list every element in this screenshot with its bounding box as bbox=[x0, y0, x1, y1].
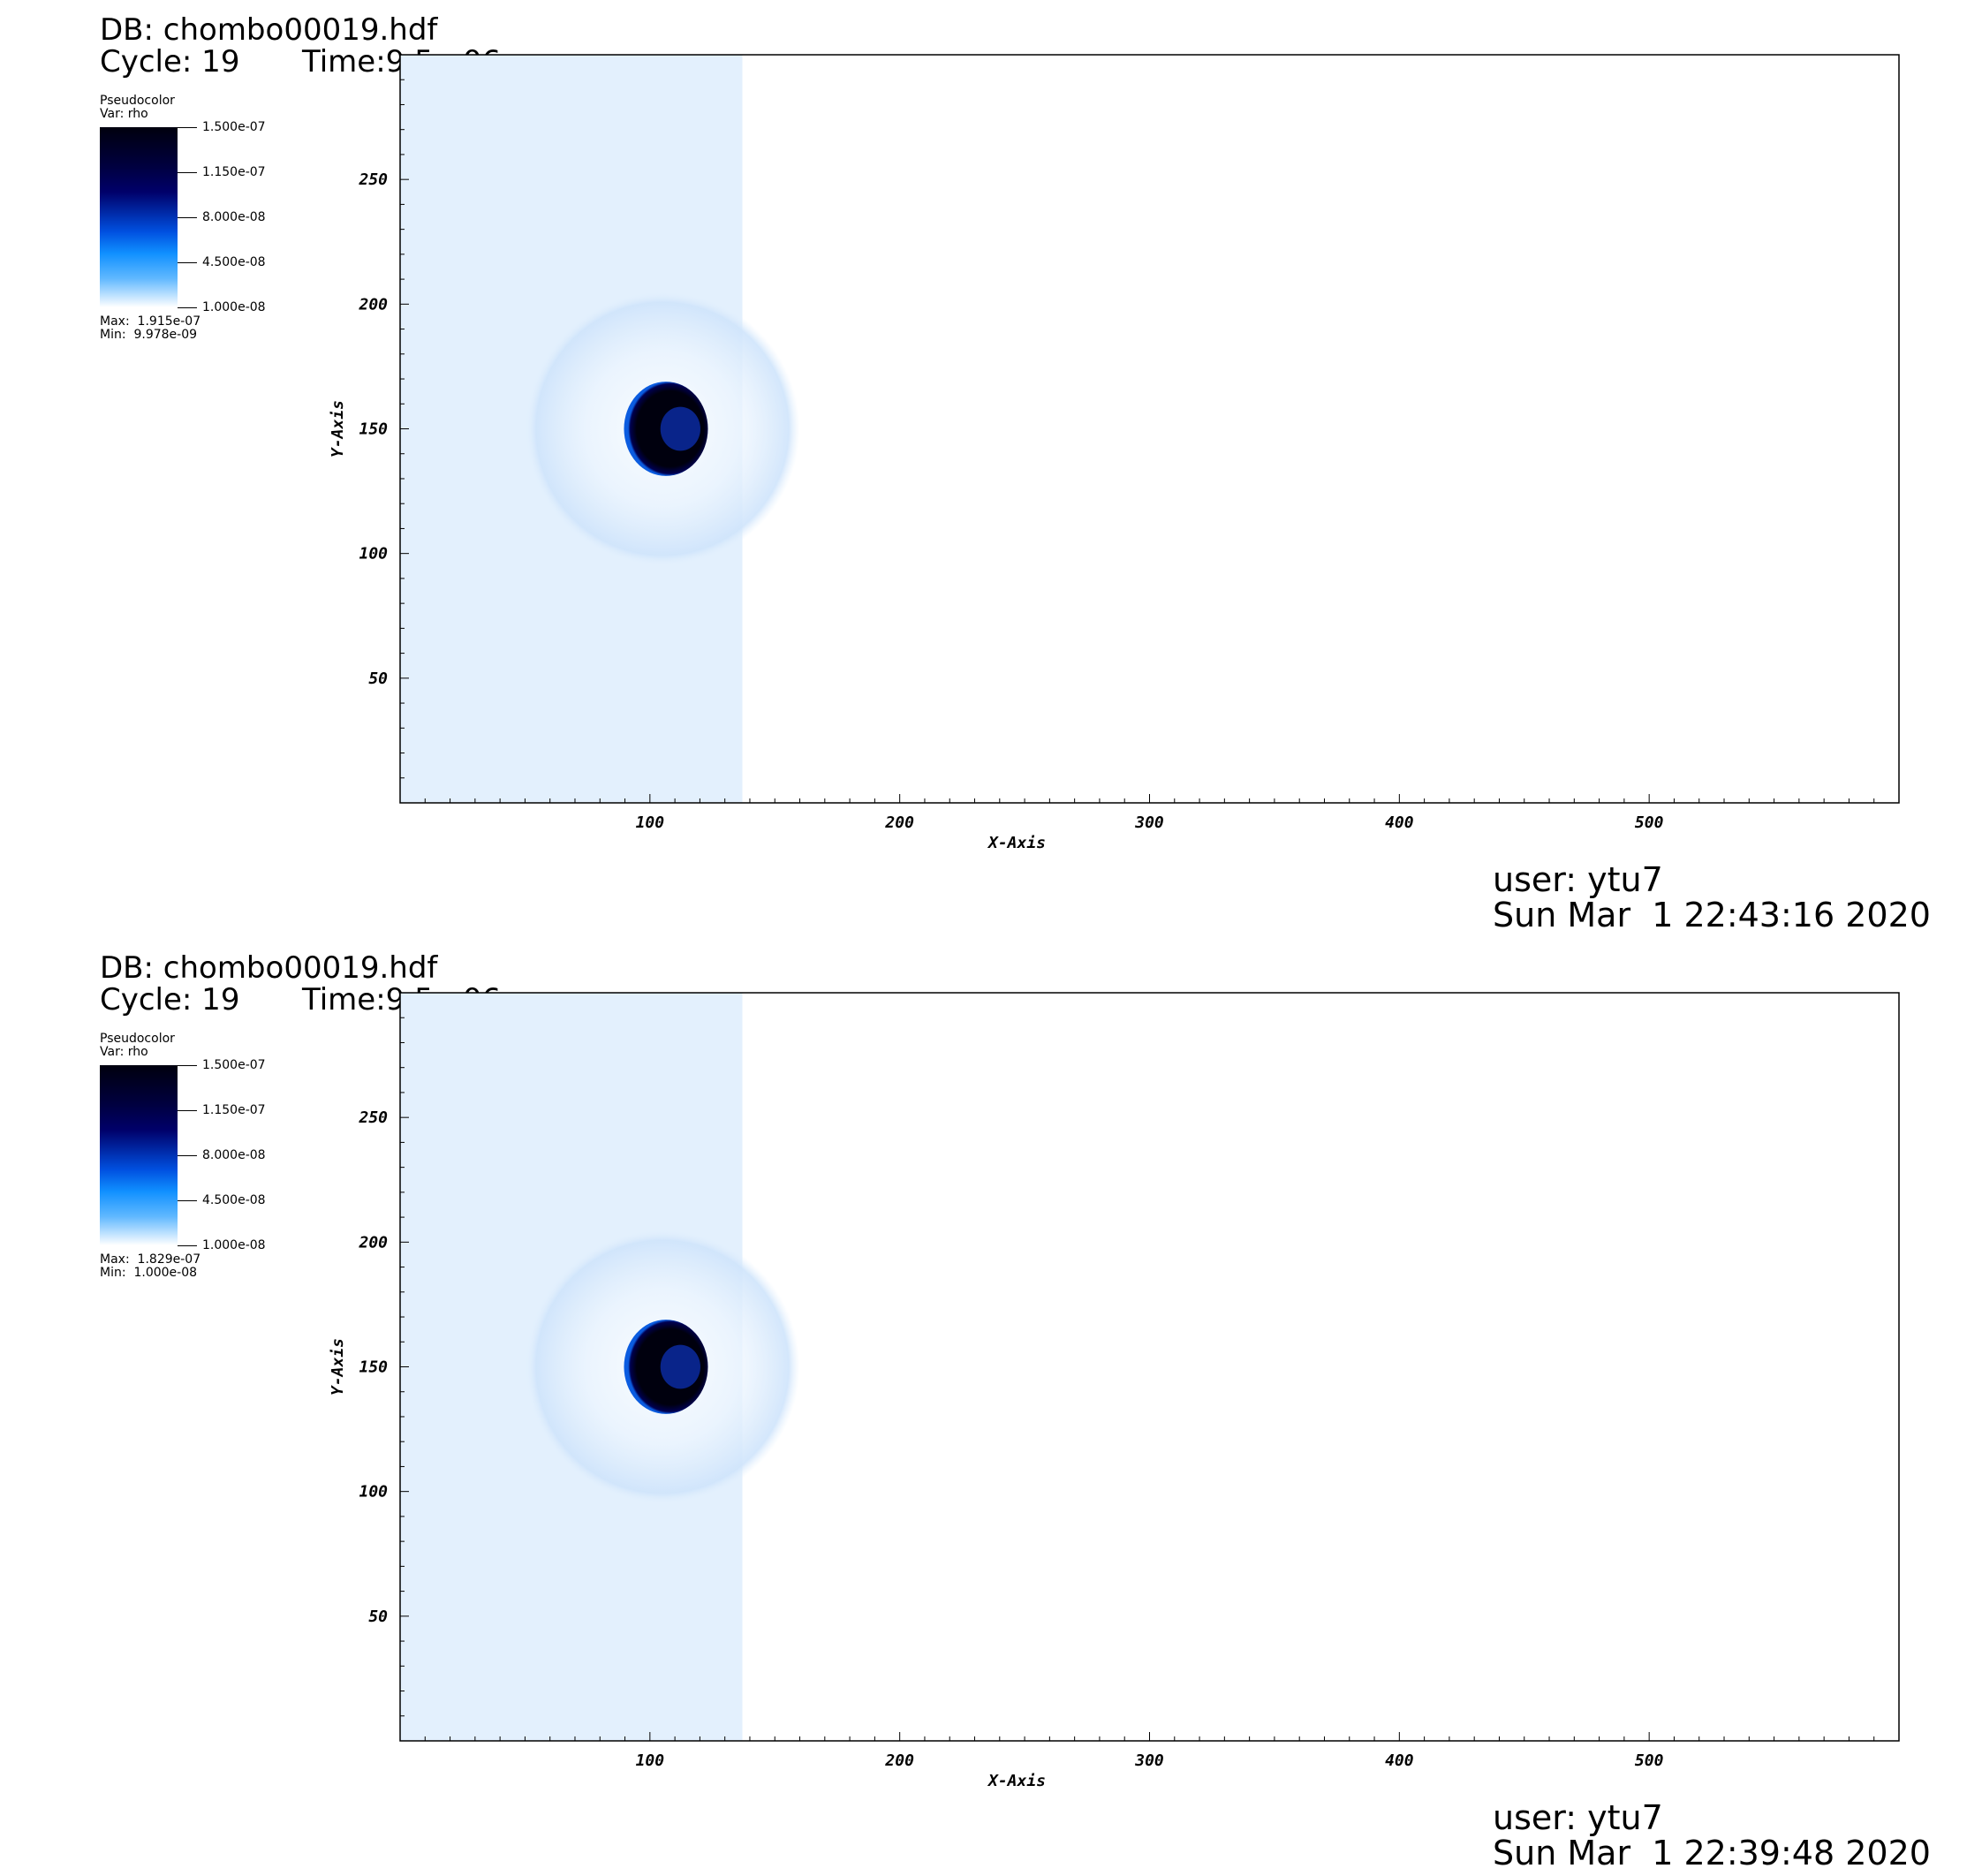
y-tick-label: 150 bbox=[359, 1358, 388, 1377]
color-legend-bar bbox=[100, 127, 178, 307]
core-inner-region bbox=[660, 406, 700, 451]
x-tick-label: 500 bbox=[1635, 813, 1664, 832]
plot-field bbox=[400, 55, 800, 803]
color-legend-bar bbox=[100, 1065, 178, 1245]
db-label: DB: chombo00019.hdf bbox=[100, 12, 438, 48]
x-tick-label: 200 bbox=[884, 1751, 914, 1770]
legend-tick-label: 1.500e-07 bbox=[202, 120, 266, 134]
legend-tick-label: 4.500e-08 bbox=[202, 1193, 266, 1207]
pseudocolor-plot-2: 100 200 300 400 500 50 100 150 200 250 X-Axis Y-Axi… bbox=[329, 992, 1900, 1790]
x-tick-label: 400 bbox=[1385, 1751, 1414, 1770]
y-tick-label: 250 bbox=[358, 1108, 388, 1127]
x-tick-label: 400 bbox=[1385, 813, 1414, 832]
legend-tick bbox=[178, 1200, 197, 1201]
y-tick-label: 50 bbox=[368, 669, 388, 688]
y-tick-label: 200 bbox=[358, 295, 388, 314]
x-tick-label: 100 bbox=[636, 813, 665, 832]
plot-panel-2: DB: chombo00019.hdf Cycle: 19 Time:9.5e-… bbox=[0, 938, 1982, 1876]
y-tick-label: 50 bbox=[368, 1607, 388, 1626]
y-tick-label: 100 bbox=[359, 545, 388, 564]
legend-max: Max: 1.915e-07 bbox=[100, 314, 201, 329]
legend-tick bbox=[178, 172, 197, 173]
legend-min: Min: 9.978e-09 bbox=[100, 328, 198, 342]
x-tick-label: 500 bbox=[1635, 1751, 1664, 1770]
legend-plot-type: Pseudocolor bbox=[100, 1032, 175, 1046]
x-axis-label: X-Axis bbox=[987, 1772, 1046, 1790]
x-tick-label: 100 bbox=[636, 1751, 665, 1770]
legend-tick-label: 8.000e-08 bbox=[202, 1148, 266, 1162]
date-label: Sun Mar 1 22:39:48 2020 bbox=[1493, 1834, 1931, 1872]
legend-tick bbox=[178, 1245, 197, 1246]
plot-panel-1: DB: chombo00019.hdf Cycle: 19 Time:9.5e-… bbox=[100, 12, 1931, 934]
x-tick-label: 300 bbox=[1134, 813, 1164, 832]
date-label: Sun Mar 1 22:43:16 2020 bbox=[1493, 896, 1931, 934]
cycle-label: Cycle: 19 bbox=[100, 44, 240, 79]
legend-tick-label: 1.150e-07 bbox=[202, 165, 266, 179]
x-tick-label: 300 bbox=[1134, 1751, 1164, 1770]
y-tick-label: 200 bbox=[358, 1233, 388, 1252]
core-inner-region bbox=[660, 1344, 700, 1389]
y-axis-label: Y-Axis bbox=[329, 400, 347, 458]
pseudocolor-plot-1: 100 200 300 400 500 50 100 150 200 250 X-Axis Y-Axi… bbox=[329, 54, 1900, 852]
legend-tick bbox=[178, 307, 197, 308]
legend-plot-type: Pseudocolor bbox=[100, 94, 175, 108]
legend-tick bbox=[178, 1110, 197, 1111]
legend-tick bbox=[178, 1155, 197, 1156]
user-label: user: ytu7 bbox=[1493, 860, 1663, 899]
cycle-label: Cycle: 19 bbox=[100, 982, 240, 1017]
legend-tick bbox=[178, 262, 197, 263]
legend-tick bbox=[178, 217, 197, 218]
y-axis-label: Y-Axis bbox=[329, 1338, 347, 1396]
user-label: user: ytu7 bbox=[1493, 1798, 1663, 1837]
legend-tick-label: 8.000e-08 bbox=[202, 210, 266, 224]
legend-tick bbox=[178, 1065, 197, 1066]
legend-var: Var: rho bbox=[100, 107, 148, 121]
x-axis-label: X-Axis bbox=[987, 834, 1046, 852]
legend-tick bbox=[178, 127, 197, 128]
legend-tick-label: 1.000e-08 bbox=[202, 1238, 266, 1252]
y-tick-label: 100 bbox=[359, 1483, 388, 1502]
y-tick-label: 150 bbox=[359, 420, 388, 439]
legend-tick-label: 1.150e-07 bbox=[202, 1103, 266, 1117]
legend-min: Min: 1.000e-08 bbox=[100, 1266, 198, 1280]
legend-var: Var: rho bbox=[100, 1045, 148, 1059]
plot-field bbox=[400, 993, 800, 1741]
db-label: DB: chombo00019.hdf bbox=[100, 950, 438, 986]
legend-tick-label: 1.000e-08 bbox=[202, 300, 266, 314]
legend-max: Max: 1.829e-07 bbox=[100, 1252, 201, 1267]
x-tick-label: 200 bbox=[884, 813, 914, 832]
y-tick-label: 250 bbox=[358, 170, 388, 189]
legend-tick-label: 4.500e-08 bbox=[202, 255, 266, 269]
legend-tick-label: 1.500e-07 bbox=[202, 1058, 266, 1072]
